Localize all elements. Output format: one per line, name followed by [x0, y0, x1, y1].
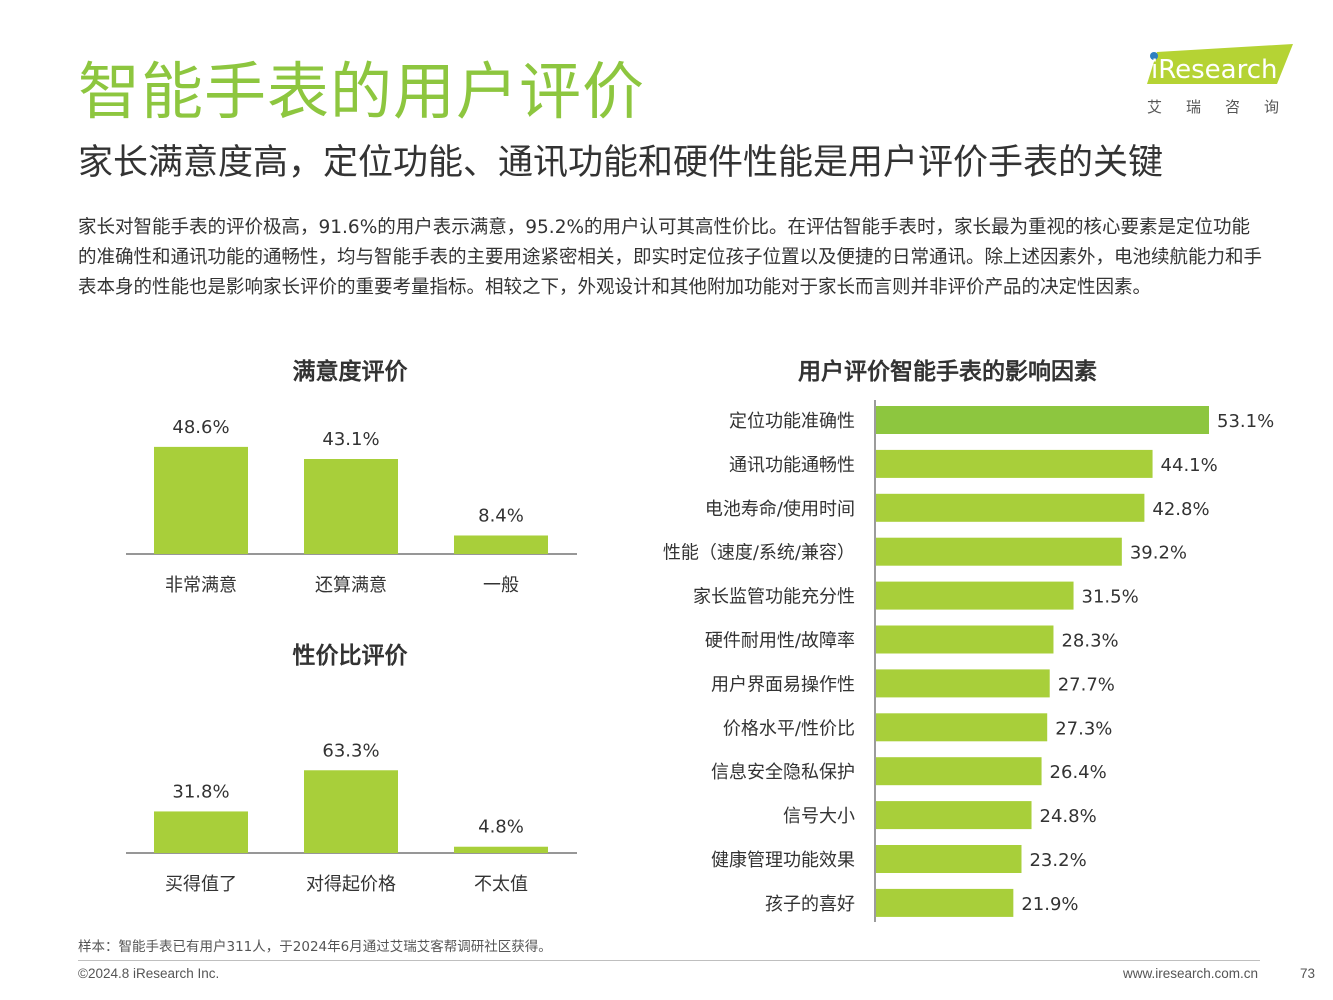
bar [454, 846, 548, 853]
value-chart-title: 性价比评价 [292, 643, 408, 669]
bar [154, 446, 248, 554]
bar-value-label: 43.1% [322, 429, 379, 450]
bar-value-label: 42.8% [1152, 499, 1209, 520]
bar [876, 581, 1074, 610]
bar [876, 449, 1153, 478]
bar [876, 537, 1122, 566]
bar [876, 406, 1209, 434]
category-label: 对得起价格 [306, 874, 396, 895]
bar [876, 713, 1048, 742]
category-label: 非常满意 [165, 575, 237, 596]
bar [876, 845, 1022, 873]
logo-dot [1150, 52, 1158, 60]
summary-paragraph: 家长对智能手表的评价极高，91.6%的用户表示满意，95.2%的用户认可其高性价… [78, 217, 1263, 298]
sample-footnote: 样本：智能手表已有用户311人，于2024年6月通过艾瑞艾客帮调研社区获得。 [78, 939, 552, 955]
footer-divider [78, 960, 1260, 961]
bar [876, 625, 1054, 654]
bar [876, 493, 1145, 522]
category-label: 家长监管功能充分性 [693, 587, 855, 608]
bar-value-label: 26.4% [1050, 762, 1107, 783]
page-title: 智能手表的用户评价 [78, 55, 646, 128]
bar [876, 669, 1050, 698]
iresearch-logo: iResearch [1147, 44, 1293, 85]
category-label: 健康管理功能效果 [711, 850, 855, 871]
bar-value-label: 48.6% [172, 417, 229, 438]
bar-value-label: 53.1% [1217, 411, 1274, 432]
bar [876, 801, 1032, 830]
bar-value-label: 28.3% [1061, 631, 1118, 652]
bar-value-label: 23.2% [1029, 850, 1086, 871]
bar [876, 757, 1042, 786]
category-label: 信息安全隐私保护 [711, 762, 855, 783]
category-label: 不太值 [474, 874, 528, 895]
bar-value-label: 8.4% [478, 505, 524, 526]
logo-banner-shape [1147, 44, 1293, 84]
category-label: 硬件耐用性/故障率 [705, 631, 855, 652]
bar-value-label: 39.2% [1130, 543, 1187, 564]
category-label: 用户界面易操作性 [711, 674, 855, 695]
logo-cn-text: 艾瑞咨询 [1147, 98, 1304, 116]
category-label: 买得值了 [165, 874, 237, 895]
bar-value-label: 63.3% [322, 740, 379, 761]
bar [154, 811, 248, 853]
bar-value-label: 44.1% [1161, 455, 1218, 476]
bar-value-label: 27.7% [1058, 674, 1115, 695]
page-number: 73 [1299, 966, 1315, 981]
website-link[interactable]: www.iresearch.com.cn [1122, 966, 1258, 981]
bar-value-label: 31.8% [172, 781, 229, 802]
category-label: 一般 [483, 575, 519, 596]
category-label: 孩子的喜好 [765, 894, 855, 915]
category-label: 定位功能准确性 [729, 411, 855, 432]
copyright-text: ©2024.8 iResearch Inc. [78, 966, 220, 981]
bar-value-label: 27.3% [1055, 718, 1112, 739]
satisfaction-chart-title: 满意度评价 [292, 359, 408, 385]
factors-chart-title: 用户评价智能手表的影响因素 [798, 359, 1097, 385]
category-label: 通讯功能通畅性 [729, 455, 855, 476]
bar-value-label: 4.8% [478, 817, 524, 838]
bar [304, 459, 398, 554]
category-label: 价格水平/性价比 [723, 718, 855, 739]
page-subtitle: 家长满意度高，定位功能、通讯功能和硬件性能是用户评价手表的关键 [78, 143, 1164, 183]
bar [304, 770, 398, 853]
category-label: 信号大小 [783, 806, 855, 827]
category-label: 性能（速度/系统/兼容） [663, 543, 855, 564]
bar-value-label: 21.9% [1021, 894, 1078, 915]
category-label: 电池寿命/使用时间 [705, 499, 855, 520]
logo-brand-text: iResearch [1151, 55, 1277, 85]
bar [876, 888, 1014, 917]
bar-value-label: 31.5% [1082, 587, 1139, 608]
bar-value-label: 24.8% [1040, 806, 1097, 827]
bar [454, 535, 548, 554]
category-label: 还算满意 [315, 575, 387, 596]
